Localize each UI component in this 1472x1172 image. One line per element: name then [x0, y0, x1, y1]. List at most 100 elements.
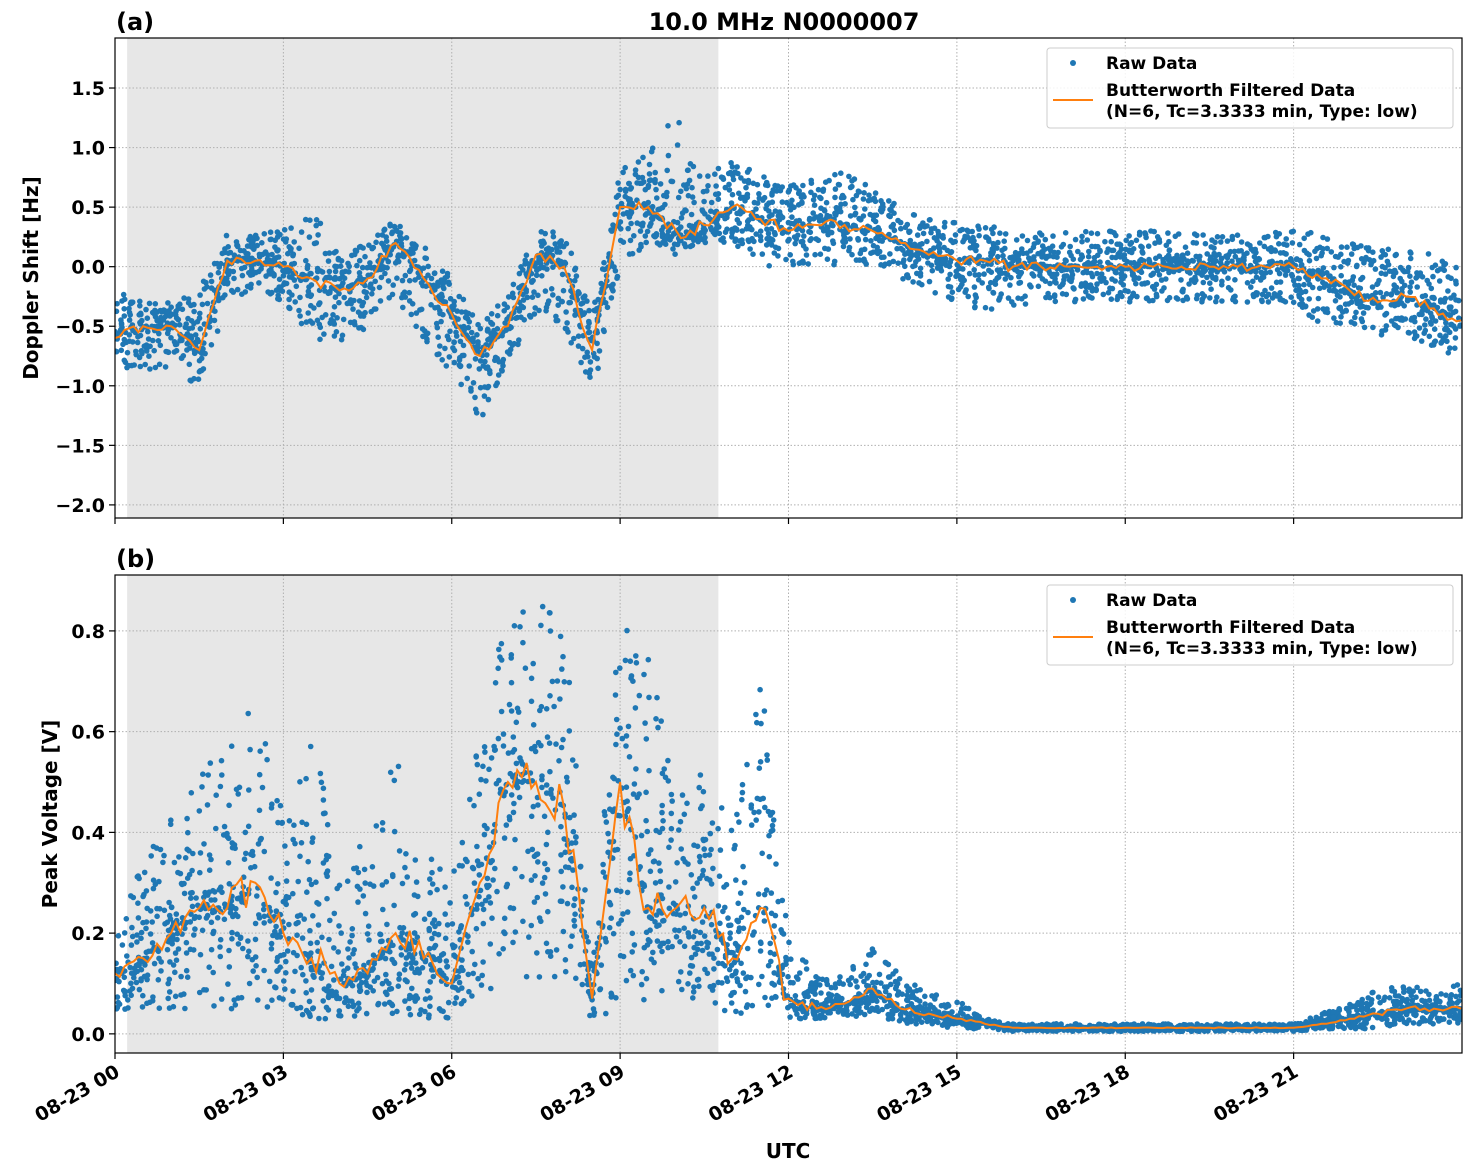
- raw-data-point: [950, 239, 956, 246]
- raw-data-point: [560, 653, 566, 660]
- raw-data-point: [471, 880, 478, 886]
- raw-data-point: [1320, 265, 1327, 271]
- raw-data-point: [1365, 247, 1372, 254]
- raw-data-point: [484, 882, 490, 889]
- raw-data-point: [297, 294, 303, 301]
- raw-data-point: [402, 294, 409, 300]
- raw-data-point: [638, 832, 645, 839]
- raw-data-point: [678, 846, 684, 852]
- raw-data-point: [1171, 255, 1177, 262]
- raw-data-point: [696, 236, 702, 243]
- raw-data-point: [298, 964, 305, 971]
- raw-data-point: [1407, 249, 1413, 255]
- raw-data-point: [553, 313, 559, 320]
- raw-data-point: [660, 239, 666, 246]
- raw-data-point: [241, 264, 248, 271]
- raw-data-point: [1005, 295, 1012, 301]
- raw-data-point: [177, 301, 183, 308]
- raw-data-point: [685, 192, 692, 199]
- raw-data-point: [506, 351, 513, 357]
- raw-data-point: [504, 304, 511, 311]
- raw-data-point: [1331, 264, 1337, 271]
- raw-data-point: [661, 192, 667, 199]
- raw-data-point: [1404, 268, 1411, 275]
- raw-data-point: [351, 319, 358, 325]
- raw-data-point: [235, 941, 242, 947]
- raw-data-point: [1425, 251, 1432, 257]
- raw-data-point: [429, 920, 436, 926]
- raw-data-point: [483, 778, 489, 784]
- raw-data-point: [1219, 278, 1225, 285]
- raw-data-point: [433, 320, 440, 327]
- raw-data-point: [532, 873, 538, 879]
- y-tick-label: 0.8: [71, 621, 105, 643]
- raw-data-point: [553, 741, 559, 747]
- raw-data-point: [510, 905, 517, 912]
- raw-data-point: [455, 316, 461, 322]
- raw-data-point: [370, 952, 377, 958]
- raw-data-point: [753, 206, 759, 212]
- raw-data-point: [722, 215, 728, 222]
- raw-data-point: [598, 962, 605, 968]
- raw-data-point: [298, 320, 305, 327]
- raw-data-point: [1002, 245, 1008, 252]
- raw-data-point: [547, 953, 554, 959]
- raw-data-point: [1079, 238, 1085, 245]
- raw-data-point: [743, 184, 749, 191]
- raw-data-point: [529, 294, 536, 301]
- raw-data-point: [316, 1015, 322, 1022]
- raw-data-point: [578, 359, 584, 366]
- raw-data-point: [803, 252, 810, 258]
- raw-data-point: [520, 639, 526, 646]
- raw-data-point: [503, 822, 510, 828]
- raw-data-point: [796, 188, 802, 194]
- raw-data-point: [769, 190, 775, 196]
- raw-data-point: [1094, 230, 1101, 237]
- raw-data-point: [146, 300, 153, 307]
- raw-data-point: [1004, 271, 1011, 278]
- y-axis-label-a: Doppler Shift [Hz]: [19, 176, 43, 380]
- raw-data-point: [1097, 275, 1103, 282]
- raw-data-point: [196, 914, 202, 921]
- raw-data-point: [385, 278, 392, 284]
- raw-data-point: [700, 788, 707, 795]
- raw-data-point: [976, 232, 982, 239]
- raw-data-point: [638, 241, 644, 248]
- raw-data-point: [362, 253, 368, 260]
- raw-data-point: [571, 902, 577, 909]
- raw-data-point: [847, 184, 854, 191]
- raw-data-point: [718, 805, 725, 811]
- raw-data-point: [573, 834, 579, 840]
- raw-data-point: [214, 328, 221, 334]
- raw-data-point: [729, 191, 736, 198]
- raw-data-point: [541, 813, 548, 820]
- raw-data-point: [386, 980, 392, 987]
- raw-data-point: [176, 322, 183, 328]
- raw-data-point: [254, 974, 260, 981]
- raw-data-point: [464, 901, 470, 907]
- raw-data-point: [1089, 243, 1095, 250]
- raw-data-point: [125, 362, 132, 369]
- raw-data-point: [1290, 228, 1297, 235]
- raw-data-point: [406, 277, 413, 284]
- raw-data-point: [1281, 267, 1288, 273]
- raw-data-point: [358, 324, 364, 331]
- raw-data-point: [652, 880, 659, 886]
- raw-data-point: [488, 755, 495, 761]
- raw-data-point: [1344, 244, 1350, 250]
- raw-data-point: [435, 334, 442, 341]
- raw-data-point: [414, 934, 421, 940]
- raw-data-point: [395, 763, 402, 770]
- raw-data-point: [382, 246, 388, 253]
- raw-data-point: [1047, 294, 1053, 301]
- raw-data-point: [173, 911, 180, 917]
- raw-data-point: [216, 887, 223, 893]
- raw-data-point: [624, 889, 631, 896]
- raw-data-point: [262, 741, 269, 747]
- raw-data-point: [722, 229, 729, 235]
- raw-data-point: [737, 195, 744, 201]
- raw-data-point: [559, 271, 566, 278]
- raw-data-point: [602, 812, 608, 819]
- raw-data-point: [715, 960, 722, 967]
- raw-data-point: [413, 323, 420, 330]
